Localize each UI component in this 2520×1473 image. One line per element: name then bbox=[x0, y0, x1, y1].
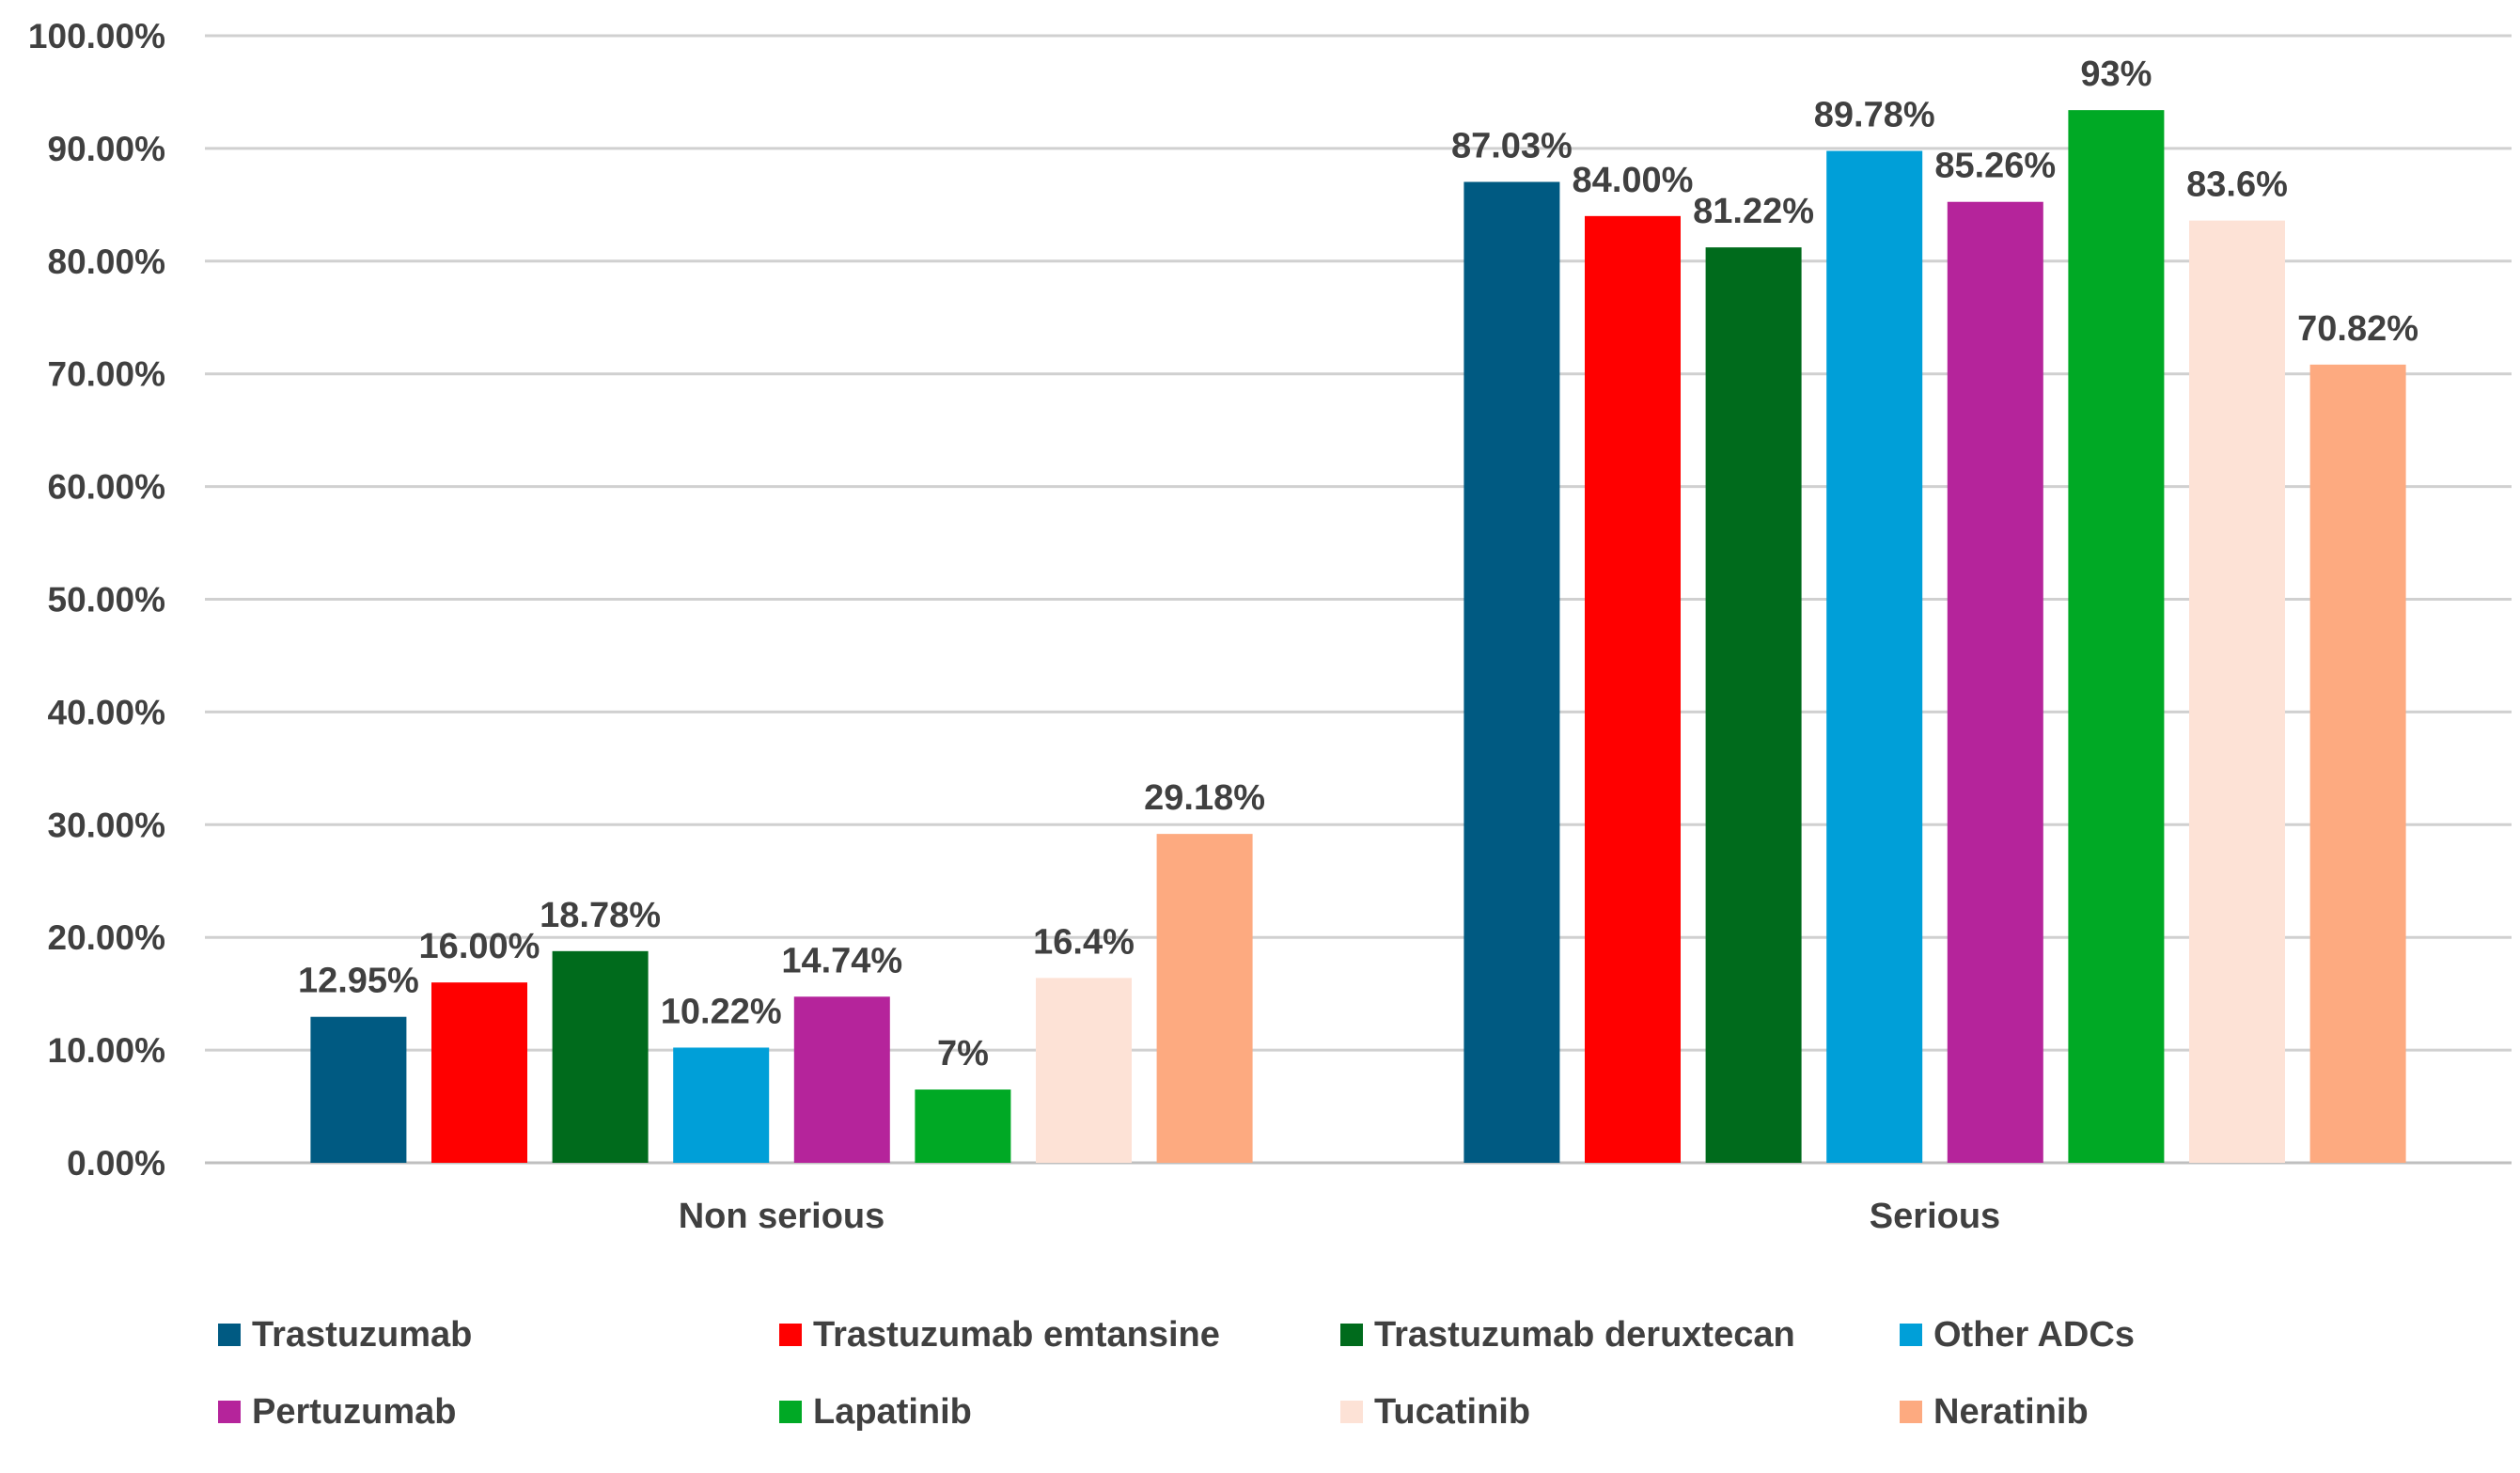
legend-label: Lapatinib bbox=[813, 1392, 972, 1432]
legend-swatch bbox=[1340, 1324, 1363, 1346]
legend-swatch bbox=[218, 1401, 241, 1423]
legend-swatch bbox=[779, 1401, 802, 1423]
legend-swatch bbox=[1900, 1401, 1922, 1423]
y-tick-label: 70.00% bbox=[48, 355, 166, 394]
y-axis-ticks: 0.00% 10.00% 20.00% 30.00% 40.00% 50.00% 60.00… bbox=[28, 17, 165, 1183]
y-tick-label: 100.00% bbox=[28, 17, 165, 55]
data-label: 14.74% bbox=[781, 941, 902, 980]
legend-label: Trastuzumab deruxtecan bbox=[1374, 1315, 1795, 1355]
gridlines bbox=[205, 34, 2512, 1165]
legend-label: Pertuzumab bbox=[252, 1392, 456, 1432]
bar-lapatinib-non-serious bbox=[915, 1089, 1011, 1163]
bar-trastuzumab-non-serious bbox=[310, 1016, 407, 1163]
bar-tucatinib-serious bbox=[2189, 220, 2285, 1164]
data-label: 18.78% bbox=[540, 896, 661, 935]
legend-swatch bbox=[779, 1324, 802, 1346]
y-tick-label: 30.00% bbox=[48, 806, 166, 844]
legend-label: Trastuzumab emtansine bbox=[813, 1315, 1220, 1355]
y-tick-label: 50.00% bbox=[48, 581, 166, 619]
legend-swatch bbox=[1900, 1324, 1922, 1346]
data-label: 70.82% bbox=[2297, 309, 2418, 349]
bar-pertuzumab-non-serious bbox=[793, 996, 890, 1163]
legend-label: Tucatinib bbox=[1374, 1392, 1530, 1432]
data-label: 12.95% bbox=[298, 962, 419, 1001]
data-labels: 12.95%16.00%18.78% 10.22% 14.74% 7% 16.4% 29.… bbox=[298, 55, 2418, 1073]
y-tick-label: 60.00% bbox=[48, 468, 166, 507]
y-tick-label: 20.00% bbox=[48, 918, 166, 957]
data-label: 84.00% bbox=[1573, 161, 1694, 200]
bar-trastuzumab-emtansine-non-serious bbox=[431, 982, 527, 1163]
bar-other-adcs-non-serious bbox=[673, 1047, 770, 1163]
data-label: 89.78% bbox=[1814, 96, 1935, 135]
bars bbox=[310, 110, 2406, 1164]
x-axis-categories: Non serious Serious bbox=[679, 1197, 2001, 1236]
y-tick-label: 0.00% bbox=[67, 1144, 165, 1183]
data-label: 7% bbox=[937, 1034, 989, 1073]
x-category-label: Non serious bbox=[679, 1197, 885, 1236]
y-tick-label: 90.00% bbox=[48, 130, 166, 168]
y-tick-label: 10.00% bbox=[48, 1031, 166, 1070]
data-label: 87.03% bbox=[1451, 127, 1573, 166]
legend-label: Neratinib bbox=[1933, 1392, 2089, 1432]
bar-pertuzumab-serious bbox=[1947, 201, 2043, 1163]
data-label: 83.6% bbox=[2186, 165, 2288, 205]
data-label: 16.00% bbox=[419, 927, 540, 966]
x-category-label: Serious bbox=[1870, 1197, 2000, 1236]
legend-label: Trastuzumab bbox=[252, 1315, 472, 1355]
bar-neratinib-non-serious bbox=[1156, 834, 1253, 1163]
bar-neratinib-serious bbox=[2309, 364, 2406, 1164]
legend: Trastuzumab Trastuzumab emtansine Trastuzu… bbox=[218, 1315, 2135, 1432]
data-label: 85.26% bbox=[1934, 147, 2056, 186]
bar-trastuzumab-emtansine-serious bbox=[1585, 215, 1681, 1164]
bar-trastuzumab-deruxtecan-serious bbox=[1705, 247, 1802, 1163]
legend-label: Other ADCs bbox=[1933, 1315, 2135, 1355]
bar-trastuzumab-deruxtecan-non-serious bbox=[552, 950, 649, 1163]
data-label: 29.18% bbox=[1144, 778, 1265, 818]
bar-lapatinib-serious bbox=[2068, 110, 2165, 1163]
bar-tucatinib-non-serious bbox=[1036, 978, 1132, 1163]
legend-swatch bbox=[218, 1324, 241, 1346]
data-label: 81.22% bbox=[1693, 192, 1814, 231]
y-tick-label: 40.00% bbox=[48, 693, 166, 731]
data-label: 16.4% bbox=[1033, 922, 1135, 962]
data-label: 93% bbox=[2080, 55, 2152, 94]
legend-swatch bbox=[1340, 1401, 1363, 1423]
y-tick-label: 80.00% bbox=[48, 243, 166, 281]
bar-trastuzumab-serious bbox=[1463, 181, 1560, 1164]
bar-other-adcs-serious bbox=[1826, 150, 1923, 1163]
data-label: 10.22% bbox=[661, 992, 782, 1031]
